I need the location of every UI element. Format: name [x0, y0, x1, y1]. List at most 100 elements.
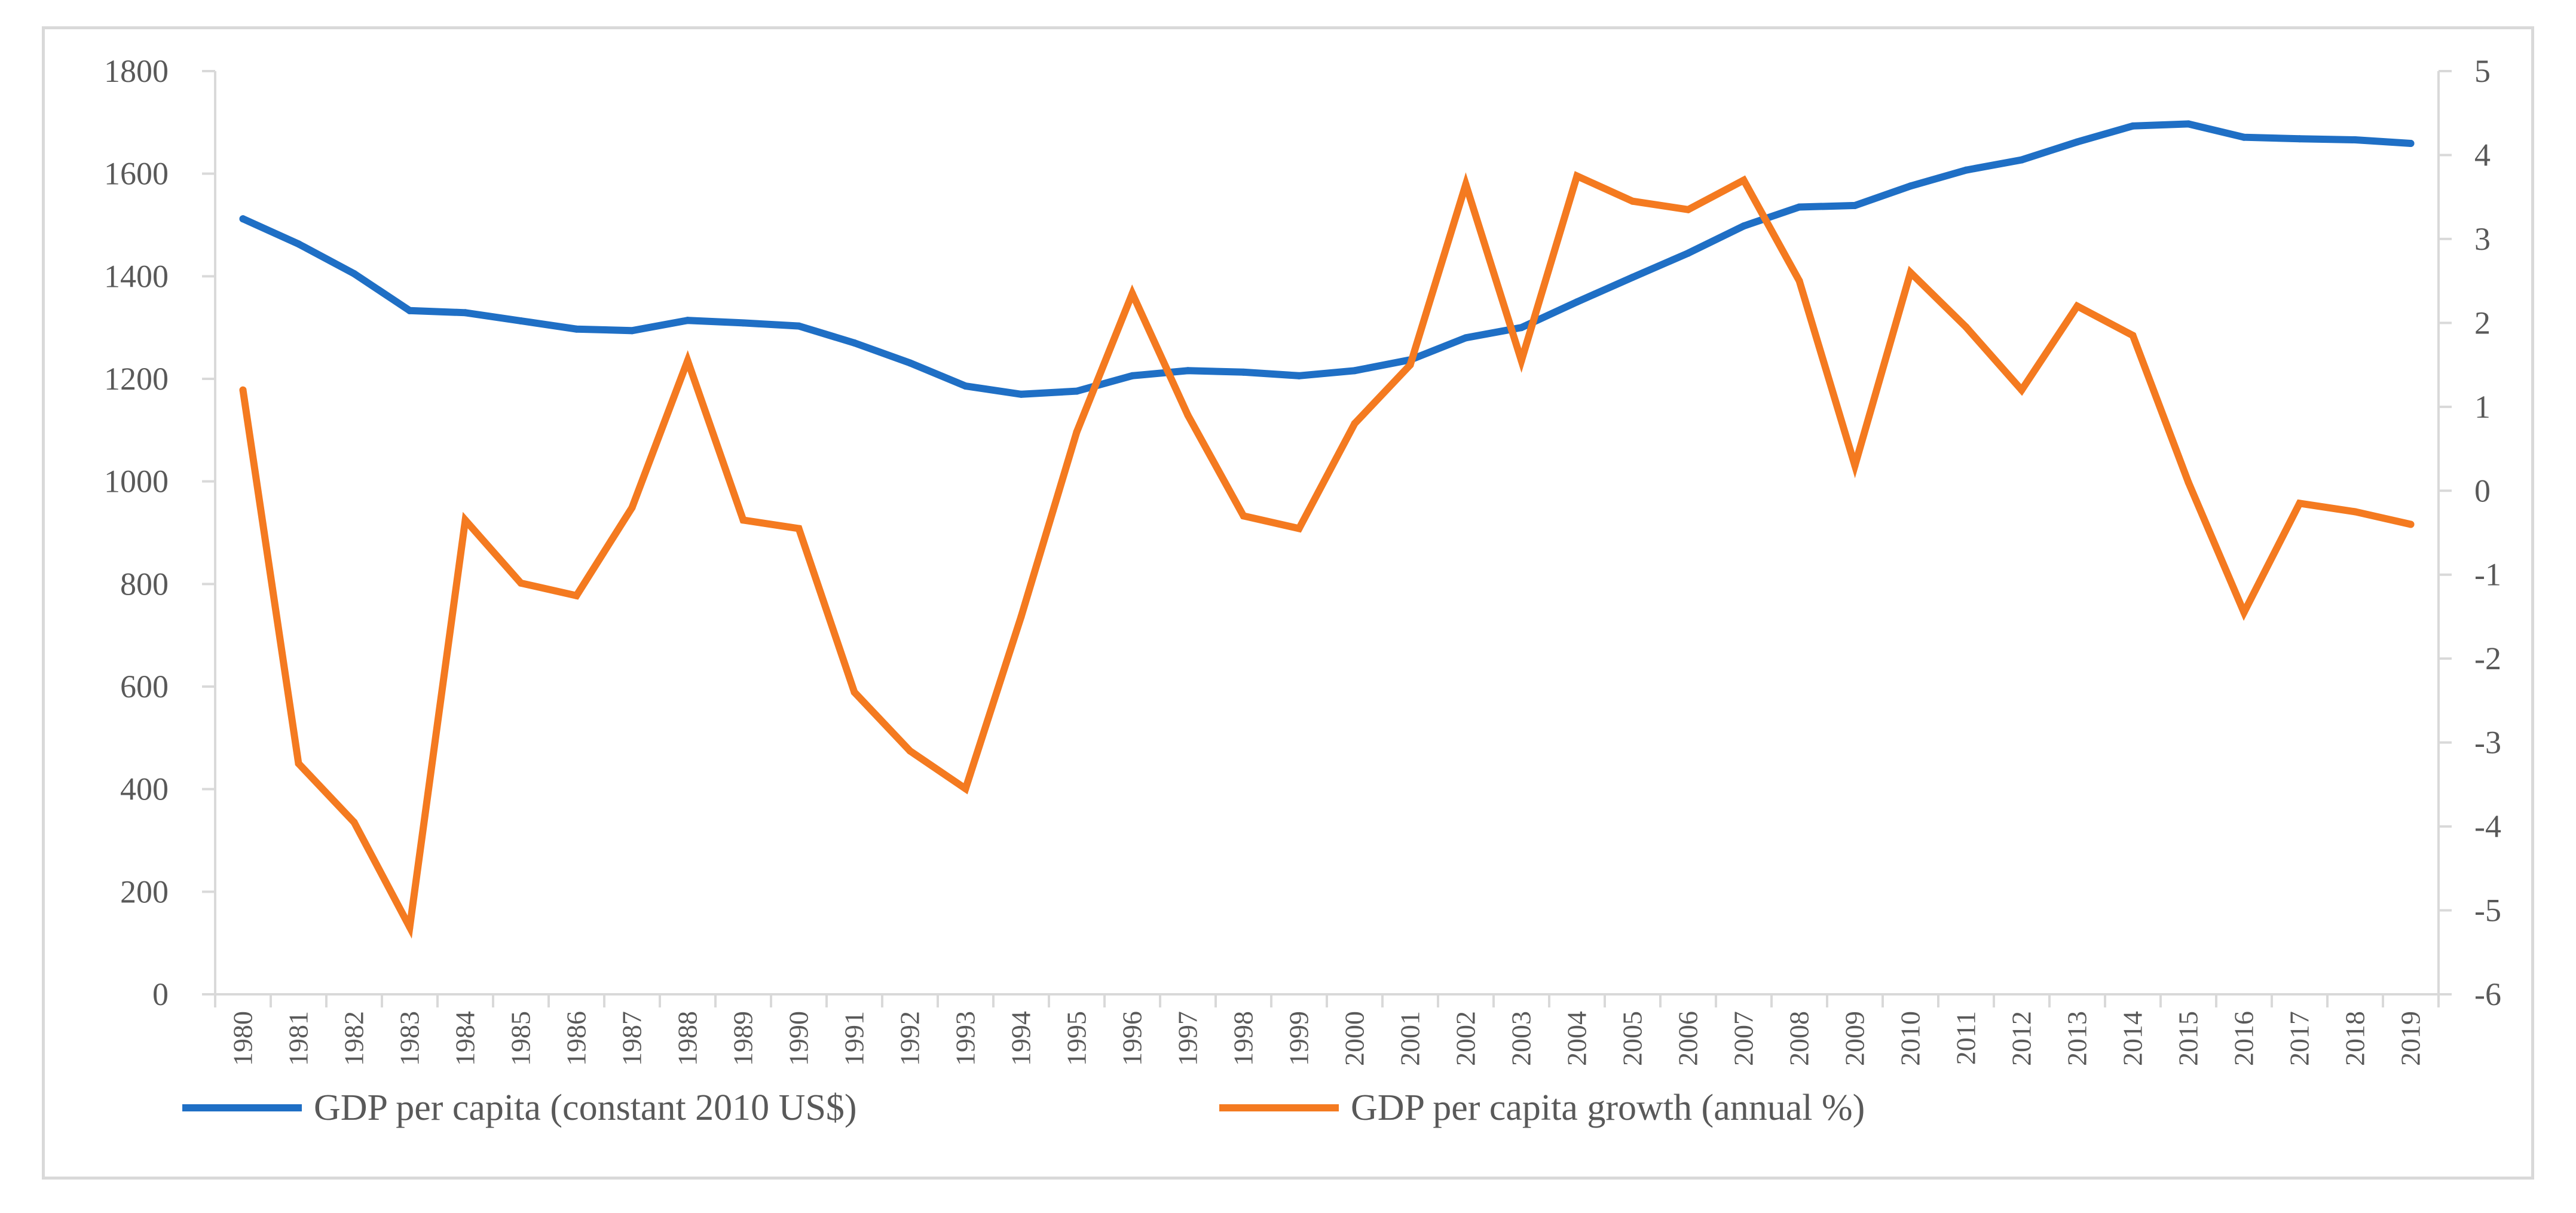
x-tick-label: 2001 — [1395, 1011, 1425, 1066]
data-point-series-2 — [1851, 462, 1859, 470]
data-point-series-2 — [1295, 525, 1303, 532]
right-tick-label: -2 — [2474, 641, 2501, 676]
data-point-series-2 — [350, 819, 358, 826]
chart-frame: 0 200 400 600 800 1000 1200 1400 1600 1800 -6 -5 -4 -… — [42, 26, 2534, 1180]
chart: 0 200 400 600 800 1000 1200 1400 1600 1800 -6 -5 -4 -… — [104, 53, 2501, 1128]
data-point-series-2 — [1128, 290, 1136, 298]
data-point-series-2 — [406, 923, 414, 931]
x-tick-label: 2014 — [2118, 1011, 2148, 1066]
x-tick-label: 1996 — [1117, 1011, 1148, 1066]
right-tick-label: -1 — [2474, 557, 2501, 593]
data-point-series-1 — [1573, 298, 1581, 306]
data-point-series-1 — [1518, 324, 1525, 332]
data-point-series-1 — [1240, 368, 1247, 376]
data-point-series-1 — [517, 317, 525, 325]
data-point-series-2 — [1962, 323, 1970, 331]
left-tick-label: 1400 — [104, 258, 169, 294]
right-tick-label: 1 — [2474, 389, 2491, 425]
right-tick-label: -6 — [2474, 976, 2501, 1012]
data-point-series-2 — [2240, 608, 2248, 616]
x-tick-label: 2012 — [2006, 1011, 2037, 1066]
data-point-series-1 — [962, 382, 969, 390]
data-point-series-1 — [906, 359, 914, 367]
x-tick-label: 2003 — [1506, 1011, 1537, 1066]
left-tick-label: 1600 — [104, 156, 169, 192]
x-tick-label: 2006 — [1673, 1011, 1703, 1066]
x-tick-label: 2000 — [1339, 1011, 1370, 1066]
x-tick-label: 2005 — [1617, 1011, 1648, 1066]
series-lines — [239, 120, 2415, 939]
data-point-series-1 — [1295, 372, 1303, 379]
data-point-series-2 — [906, 747, 914, 755]
x-tick-label: 2007 — [1728, 1011, 1759, 1066]
data-point-series-1 — [850, 339, 858, 347]
data-point-series-1 — [239, 215, 247, 223]
data-point-series-2 — [684, 357, 692, 364]
x-tick-label: 1995 — [1061, 1011, 1092, 1066]
x-tick-label: 1997 — [1173, 1011, 1203, 1066]
data-point-series-1 — [2240, 133, 2248, 141]
x-tick-label: 1985 — [506, 1011, 536, 1066]
data-point-series-2 — [1740, 176, 1748, 184]
data-point-series-2 — [628, 504, 636, 511]
x-tick-label: 1984 — [450, 1011, 481, 1066]
x-tick-label: 2008 — [1784, 1011, 1815, 1066]
x-tick-label: 1983 — [394, 1011, 425, 1066]
data-point-series-2 — [1518, 357, 1525, 364]
data-point-series-2 — [850, 688, 858, 696]
left-tick-label: 0 — [152, 976, 169, 1012]
x-tick-label: 1981 — [283, 1011, 314, 1066]
data-point-series-2 — [1684, 206, 1692, 213]
data-point-series-1 — [739, 319, 747, 327]
left-tick-label: 600 — [120, 669, 169, 704]
data-point-series-1 — [1907, 182, 1914, 190]
x-tick-label: 1991 — [839, 1011, 870, 1066]
data-point-series-2 — [1406, 361, 1414, 369]
data-point-series-2 — [239, 386, 247, 394]
data-point-series-1 — [1629, 274, 1636, 281]
x-tick-label: 2009 — [1840, 1011, 1870, 1066]
data-point-series-2 — [2407, 520, 2415, 528]
data-point-series-2 — [1184, 411, 1192, 419]
x-tick-label: 1980 — [228, 1011, 258, 1066]
data-point-series-2 — [2129, 332, 2137, 339]
data-point-series-1 — [1462, 334, 1470, 342]
data-point-series-1 — [2129, 122, 2137, 130]
left-tick-label: 200 — [120, 874, 169, 909]
data-point-series-2 — [1629, 197, 1636, 205]
data-point-series-2 — [1017, 612, 1025, 620]
legend-label-1: GDP per capita (constant 2010 US$) — [314, 1088, 857, 1128]
x-tick-label: 2015 — [2173, 1011, 2204, 1066]
data-point-series-1 — [461, 309, 469, 317]
data-point-series-1 — [684, 317, 692, 324]
data-point-series-1 — [350, 270, 358, 278]
right-tick-label: -3 — [2474, 725, 2501, 761]
x-tick-label: 1998 — [1228, 1011, 1259, 1066]
data-point-series-1 — [1795, 203, 1803, 211]
data-point-series-1 — [628, 327, 636, 335]
x-tick-label: 1994 — [1006, 1011, 1036, 1066]
data-point-series-1 — [573, 325, 580, 333]
left-tick-label: 1200 — [104, 361, 169, 397]
series-line-1 — [239, 120, 2415, 398]
data-point-series-1 — [1017, 390, 1025, 398]
x-tick-label: 1999 — [1284, 1011, 1314, 1066]
data-point-series-2 — [2018, 386, 2026, 394]
data-point-series-1 — [2296, 135, 2303, 143]
x-tick-label: 1982 — [339, 1011, 369, 1066]
data-point-series-1 — [406, 307, 414, 314]
left-tick-label: 1800 — [104, 53, 169, 89]
series-line-2 — [239, 171, 2415, 939]
data-point-series-1 — [2407, 140, 2415, 148]
data-point-series-1 — [295, 240, 302, 248]
x-tick-label: 1992 — [895, 1011, 925, 1066]
right-tick-label: -4 — [2474, 808, 2501, 844]
data-point-series-1 — [2073, 138, 2081, 146]
right-tick-label: 3 — [2474, 221, 2491, 257]
x-tick-label: 2017 — [2284, 1011, 2315, 1066]
data-point-series-2 — [517, 579, 525, 587]
data-point-series-2 — [795, 525, 803, 532]
data-point-series-1 — [1962, 166, 1970, 174]
data-point-series-1 — [1184, 367, 1192, 375]
x-tick-label: 2002 — [1451, 1011, 1481, 1066]
